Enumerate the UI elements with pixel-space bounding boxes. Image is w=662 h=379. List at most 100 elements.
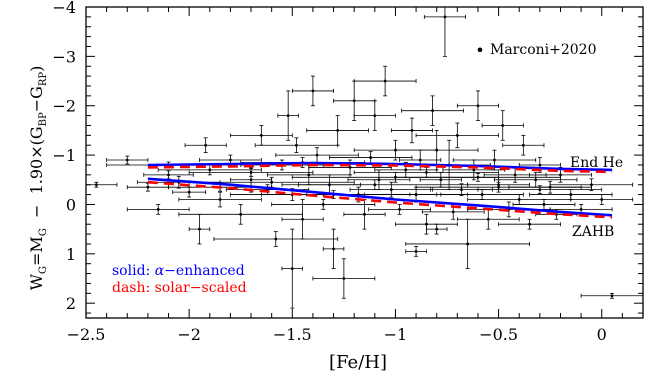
data-point	[126, 204, 190, 215]
data-point-marker	[398, 207, 401, 211]
data-point	[425, 223, 448, 235]
data-point	[281, 179, 469, 191]
data-point	[322, 228, 345, 270]
data-point	[353, 65, 417, 97]
data-point	[230, 125, 293, 146]
y-tick-label: 0	[66, 195, 76, 214]
data-point-marker	[451, 210, 455, 214]
data-point-marker	[590, 183, 593, 187]
data-point	[498, 218, 561, 230]
data-point	[178, 204, 304, 225]
data-point-marker	[249, 170, 253, 174]
key-solid-suffix: −enhanced	[164, 263, 245, 279]
data-point-marker	[363, 212, 366, 216]
data-point-marker	[404, 168, 408, 172]
key-solid: solid: α−enhanced	[112, 263, 245, 279]
y-tick-label: −4	[52, 0, 76, 17]
data-point-marker	[373, 183, 377, 187]
plot-frame	[85, 6, 644, 319]
ylabel-rp-sub: RP	[38, 72, 49, 87]
data-point-marker	[336, 129, 340, 132]
data-point	[512, 199, 576, 210]
data-point-marker	[274, 237, 278, 241]
data-point	[456, 90, 499, 121]
data-point-marker	[534, 178, 538, 182]
key-dash: dash: solar−scaled	[112, 280, 247, 296]
data-point-marker	[431, 109, 434, 113]
data-point-marker	[187, 190, 191, 194]
data-point-marker	[295, 143, 298, 147]
data-point-marker	[315, 153, 319, 157]
y-tick-label: 1	[66, 245, 76, 264]
data-point	[415, 181, 582, 193]
data-point-marker	[229, 158, 232, 162]
data-point	[415, 122, 499, 149]
data-point-marker	[373, 114, 377, 118]
data-point	[343, 199, 386, 230]
x-tick-label: 0	[597, 325, 607, 344]
data-point	[143, 170, 194, 180]
data-point-marker	[94, 183, 98, 187]
data-point	[405, 246, 427, 257]
legend-marker: •	[475, 41, 484, 60]
data-point-marker	[198, 227, 201, 231]
data-point-marker	[559, 173, 562, 177]
data-point-marker	[528, 222, 531, 226]
key-solid-prefix: solid:	[112, 263, 155, 279]
data-point-marker	[204, 143, 208, 147]
data-point	[312, 258, 376, 299]
y-axis-label: WG=MG − 1.90×(GBP−GRP)	[27, 66, 49, 291]
data-point	[277, 90, 299, 141]
data-point-marker	[513, 173, 517, 177]
data-point	[440, 189, 524, 200]
data-point-marker	[208, 168, 212, 172]
data-point-marker	[377, 178, 381, 182]
data-point-marker	[307, 173, 311, 177]
data-point	[172, 186, 207, 198]
data-point	[281, 228, 304, 309]
data-point-marker	[167, 173, 170, 177]
data-point-marker	[352, 99, 356, 103]
zahb-curve-dash	[147, 180, 613, 219]
curve-label-zahb: ZAHB	[572, 224, 614, 240]
data-point	[477, 185, 603, 195]
data-point-marker	[156, 207, 160, 211]
data-point	[254, 137, 339, 154]
data-point	[401, 95, 464, 126]
y-tick-label: −3	[52, 47, 76, 66]
ylabel-bp-sub: BP	[38, 112, 49, 126]
ylabel-m-sub: G	[38, 228, 49, 236]
data-point	[502, 134, 545, 156]
x-tick-label: −2.5	[67, 325, 106, 344]
zahb-curve-solid	[147, 177, 613, 217]
data-point-marker	[466, 242, 470, 246]
data-point	[213, 231, 339, 247]
data-point	[291, 75, 334, 107]
data-point-marker	[414, 249, 418, 253]
end-he-curve-dash	[147, 163, 613, 174]
data-point-marker	[538, 163, 542, 167]
data-point	[456, 208, 520, 230]
data-point	[549, 178, 634, 192]
y-tick-label: 2	[66, 294, 76, 313]
data-point-marker	[501, 124, 505, 127]
data-point	[467, 194, 572, 205]
data-point-marker	[270, 180, 274, 184]
data-point-marker	[239, 212, 243, 216]
data-point-marker	[497, 185, 500, 189]
data-point	[281, 199, 324, 240]
data-point-marker	[383, 79, 387, 83]
data-point-marker	[301, 217, 305, 221]
data-point	[347, 169, 411, 191]
data-point-marker	[517, 198, 521, 201]
data-point-marker	[424, 170, 428, 174]
data-point	[570, 194, 634, 205]
data-point	[157, 164, 262, 176]
data-point-marker	[259, 133, 263, 137]
data-point	[395, 213, 458, 235]
data-point-marker	[410, 129, 414, 132]
data-point	[405, 218, 530, 270]
data-point-marker	[249, 178, 253, 182]
data-point-marker	[493, 158, 496, 162]
